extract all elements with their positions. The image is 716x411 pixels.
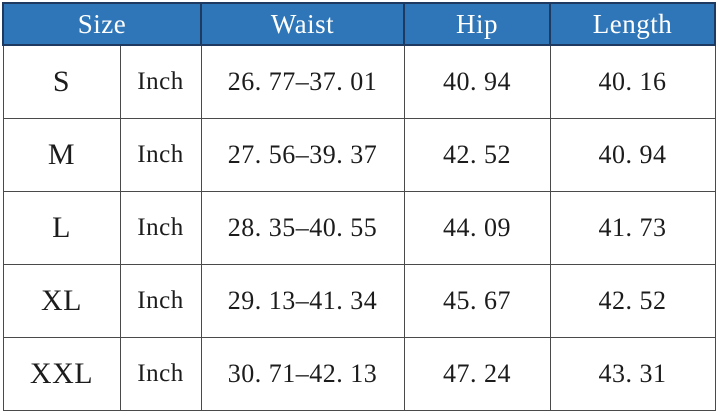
length-value: 42. 52 [549,264,716,338]
waist-value: 28. 35–40. 55 [200,191,405,265]
table-row-xl: XL Inch 29. 13–41. 34 45. 67 42. 52 [2,264,716,338]
waist-value: 30. 71–42. 13 [200,337,405,411]
length-value: 40. 16 [549,44,716,119]
size-label: L [2,191,121,265]
length-value: 40. 94 [549,118,716,192]
column-header-length: Length [549,2,716,46]
column-header-waist: Waist [200,2,405,46]
unit-label: Inch [119,191,202,265]
waist-value: 27. 56–39. 37 [200,118,405,192]
hip-value: 44. 09 [403,191,551,265]
table-row-m: M Inch 27. 56–39. 37 42. 52 40. 94 [2,118,716,192]
size-label: S [2,44,121,119]
unit-label: Inch [119,118,202,192]
waist-value: 26. 77–37. 01 [200,44,405,119]
hip-value: 40. 94 [403,44,551,119]
column-header-size: Size [2,2,202,46]
length-value: 43. 31 [549,337,716,411]
table-row-l: L Inch 28. 35–40. 55 44. 09 41. 73 [2,191,716,265]
length-value: 41. 73 [549,191,716,265]
column-header-hip: Hip [403,2,551,46]
hip-value: 42. 52 [403,118,551,192]
waist-value: 29. 13–41. 34 [200,264,405,338]
unit-label: Inch [119,44,202,119]
unit-label: Inch [119,337,202,411]
hip-value: 47. 24 [403,337,551,411]
hip-value: 45. 67 [403,264,551,338]
size-label: M [2,118,121,192]
unit-label: Inch [119,264,202,338]
table-row-s: S Inch 26. 77–37. 01 40. 94 40. 16 [2,44,716,119]
size-label: XL [2,264,121,338]
header-row: Size Waist Hip Length [2,2,716,46]
table-row-xxl: XXL Inch 30. 71–42. 13 47. 24 43. 31 [2,337,716,411]
size-label: XXL [2,337,121,411]
